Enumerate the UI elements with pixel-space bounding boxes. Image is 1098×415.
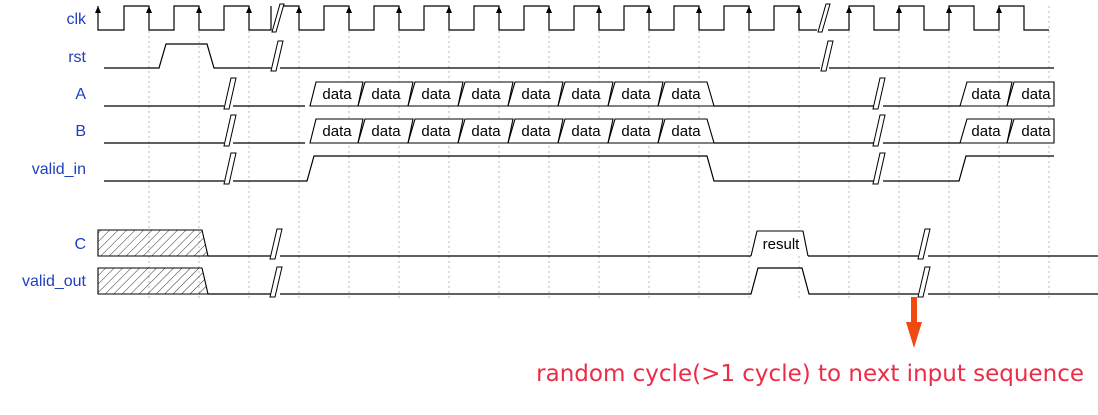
valid-out-waveform — [97, 266, 1098, 298]
signal-label-valid-out: valid_out — [22, 273, 87, 290]
signal-label-rst: rst — [68, 49, 86, 66]
signal-label-valid-in: valid_in — [32, 161, 86, 178]
svg-text:data: data — [421, 86, 451, 103]
annotation-text: random cycle(>1 cycle) to next input seq… — [536, 361, 1084, 387]
down-arrow-icon — [906, 297, 922, 348]
b-data-cells: data data data data data data data data … — [309, 118, 1055, 144]
b-data-cell: data — [959, 118, 1013, 144]
svg-text:data: data — [371, 123, 401, 140]
rst-waveform — [104, 40, 1054, 72]
signal-label-clk: clk — [66, 11, 87, 28]
a-data-cell: data — [959, 81, 1013, 107]
c-unknown-region — [97, 229, 209, 257]
clk-waveform — [95, 3, 1049, 33]
svg-text:data: data — [322, 86, 352, 103]
b-waveform — [104, 114, 960, 147]
svg-text:data: data — [371, 86, 401, 103]
b-data-cell: data — [357, 118, 414, 144]
b-data-cell: data — [507, 118, 564, 144]
b-data-cell: data — [407, 118, 464, 144]
clk-break-mark — [271, 3, 831, 33]
svg-text:data: data — [471, 123, 501, 140]
svg-text:data: data — [971, 86, 1001, 103]
c-result-label: result — [763, 236, 801, 253]
svg-text:data: data — [421, 123, 451, 140]
signal-label-a: A — [75, 86, 86, 103]
b-data-cell: data — [657, 118, 715, 144]
svg-text:data: data — [322, 123, 352, 140]
svg-text:data: data — [571, 86, 601, 103]
b-data-cell: data — [1006, 118, 1055, 144]
svg-text:data: data — [471, 86, 501, 103]
c-waveform: result — [97, 228, 1098, 260]
svg-text:data: data — [1021, 86, 1051, 103]
a-data-cell: data — [657, 81, 715, 107]
svg-text:data: data — [621, 123, 651, 140]
b-data-cell: data — [557, 118, 614, 144]
a-data-cell: data — [607, 81, 664, 107]
clk-edge-arrows — [95, 6, 1002, 13]
signal-label-b: B — [75, 123, 86, 140]
c-result-cell — [750, 230, 809, 257]
svg-text:data: data — [671, 123, 701, 140]
svg-text:data: data — [671, 86, 701, 103]
svg-text:data: data — [621, 86, 651, 103]
a-data-cell: data — [1006, 81, 1055, 107]
b-data-cell: data — [607, 118, 664, 144]
svg-text:data: data — [571, 123, 601, 140]
a-data-cell: data — [557, 81, 614, 107]
b-data-cell: data — [457, 118, 514, 144]
a-data-cell: data — [407, 81, 464, 107]
grid-lines — [148, 6, 1050, 300]
svg-text:data: data — [521, 123, 551, 140]
svg-text:data: data — [521, 86, 551, 103]
a-data-cell: data — [457, 81, 514, 107]
b-data-cell: data — [309, 118, 364, 144]
a-waveform — [104, 77, 960, 110]
a-data-cell: data — [507, 81, 564, 107]
svg-text:data: data — [1021, 123, 1051, 140]
a-data-cell: data — [309, 81, 364, 107]
svg-text:data: data — [971, 123, 1001, 140]
a-data-cell: data — [357, 81, 414, 107]
a-data-cells: data data data data data data data data … — [309, 81, 1055, 107]
valid-out-unknown-region — [97, 267, 209, 295]
signal-label-c: C — [74, 236, 86, 253]
valid-in-waveform — [104, 152, 1054, 185]
